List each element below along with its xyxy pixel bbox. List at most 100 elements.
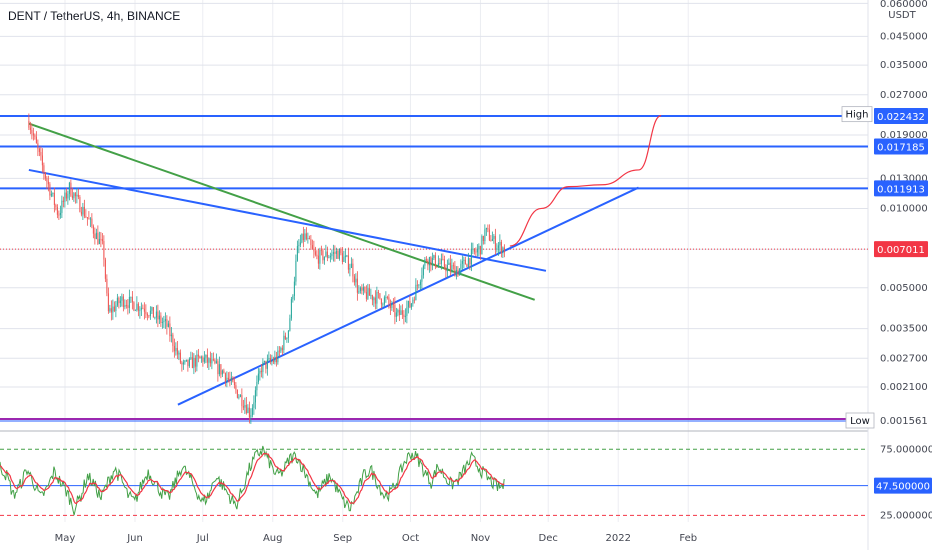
candle-body <box>176 347 178 355</box>
candle-body <box>272 360 274 363</box>
candle-body <box>503 247 505 253</box>
candle-body <box>304 233 306 241</box>
candle-body <box>88 218 90 220</box>
candle-body <box>77 194 79 197</box>
candle-body <box>353 276 355 283</box>
trendlines[interactable] <box>28 122 639 406</box>
time-axis[interactable]: May Jun Jul Aug Sep Oct Nov Dec 2022 Feb <box>55 533 697 544</box>
candle-body <box>389 303 391 308</box>
candle-body <box>274 356 276 363</box>
candle-body <box>103 241 105 260</box>
candle-body <box>83 206 85 217</box>
candle-body <box>478 246 480 250</box>
candle-body <box>439 263 441 264</box>
candle-body <box>170 334 172 337</box>
candle-body <box>41 155 43 166</box>
candle-body <box>302 233 304 241</box>
rsi-level-badge <box>874 477 932 494</box>
candle-body <box>407 301 409 308</box>
candle-body <box>244 404 246 408</box>
low-value: 0.001561 <box>880 416 928 427</box>
candle-body <box>190 357 192 359</box>
time-tick-label: Nov <box>471 533 491 544</box>
candle-body <box>340 249 342 254</box>
candle-body <box>271 360 273 362</box>
candle-body <box>73 193 75 199</box>
candle-body <box>61 200 63 213</box>
candle-body <box>290 299 292 319</box>
horizontal-levels[interactable] <box>0 115 868 422</box>
candle-body <box>346 255 348 257</box>
candle-body <box>338 249 340 259</box>
candle-body <box>173 345 175 352</box>
candle-body <box>253 402 255 408</box>
candle-body <box>382 304 384 306</box>
candle-body <box>449 262 451 271</box>
candle-body <box>415 284 417 301</box>
candle-body <box>370 295 372 297</box>
candle-body <box>490 240 492 242</box>
projection-curve[interactable] <box>509 115 662 247</box>
price-axis[interactable]: 0.060000 0.045000 0.035000 0.027000 0.019000… <box>841 0 932 550</box>
candle-body <box>493 236 495 239</box>
candle-body <box>359 287 361 291</box>
price-tick-label: 0.003500 <box>880 324 928 335</box>
candle-body <box>455 270 457 277</box>
candle-body <box>221 370 223 375</box>
candle-body <box>323 256 325 261</box>
candle-body <box>187 359 189 367</box>
candle-body <box>112 306 114 313</box>
time-tick-label: Jul <box>196 533 209 544</box>
candle-body <box>47 181 49 185</box>
candle-body <box>62 200 64 202</box>
last-price-label: 0.007011 <box>877 245 925 256</box>
candle-body <box>436 266 438 268</box>
candle-body <box>445 267 447 272</box>
candle-body <box>256 382 258 391</box>
candle-body <box>65 192 67 199</box>
candle-body <box>49 184 51 196</box>
candle-body <box>58 214 60 216</box>
candle-body <box>110 308 112 313</box>
candle-body <box>113 306 115 312</box>
candle-body <box>268 357 270 360</box>
axis-unit-label: USDT <box>888 10 916 21</box>
candle-body <box>119 300 121 304</box>
candle-body <box>179 352 181 363</box>
candle-body <box>383 297 385 305</box>
candle-body <box>298 244 300 247</box>
candle-body <box>287 330 289 338</box>
candle-body <box>31 129 33 134</box>
candle-body <box>227 377 229 380</box>
candle-body <box>467 258 469 267</box>
candle-body <box>161 322 163 323</box>
candle-body <box>223 370 225 374</box>
candle-body <box>40 152 42 156</box>
candle-body <box>76 194 78 197</box>
candle-body <box>35 136 37 144</box>
candle-body <box>28 120 30 128</box>
level-badge-label: 0.011913 <box>877 184 925 195</box>
candle-body <box>308 238 310 240</box>
candle-body <box>416 284 418 286</box>
price-tick-label: 0.005000 <box>880 283 928 294</box>
candle-body <box>206 354 208 363</box>
candle-body <box>52 192 54 194</box>
candle-body <box>476 249 478 253</box>
candle-body <box>104 259 106 279</box>
time-tick-label: Dec <box>539 533 558 544</box>
candle-body <box>485 227 487 230</box>
candle-body <box>97 232 99 244</box>
candle-body <box>133 302 135 311</box>
candle-body <box>325 251 327 257</box>
candle-body <box>202 357 204 362</box>
candle-body <box>266 359 268 369</box>
candle-body <box>347 255 349 270</box>
price-tick-label: 0.045000 <box>880 31 928 42</box>
candle-body <box>497 245 499 249</box>
candle-body <box>458 268 460 276</box>
candle-body <box>265 360 267 369</box>
candle-body <box>188 358 190 367</box>
candle-body <box>181 362 183 365</box>
